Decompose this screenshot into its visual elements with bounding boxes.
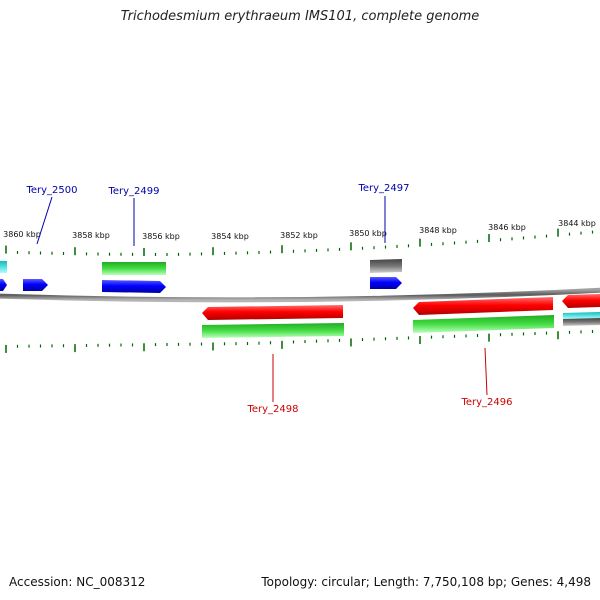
scale-label: 3850 kbp — [349, 229, 387, 238]
accession-text: Accession: NC_008312 — [9, 575, 146, 589]
genome-title: Trichodesmium erythraeum IMS101, complet… — [120, 9, 480, 24]
cds-feature[interactable] — [202, 323, 344, 338]
scale-label: 3848 kbp — [419, 226, 457, 235]
topology-text: Topology: circular; Length: 7,750,108 bp… — [261, 575, 591, 589]
forward-gene-arrow[interactable] — [0, 279, 7, 291]
gene-label-tery-2499[interactable]: Tery_2499 — [107, 186, 159, 197]
forward-gene-arrow[interactable] — [102, 280, 166, 293]
scale-label: 3852 kbp — [280, 231, 318, 240]
gene-label-tery-2498[interactable]: Tery_2498 — [246, 404, 298, 415]
reverse-gene-arrow[interactable] — [562, 294, 600, 308]
gene-label-tery-2497[interactable]: Tery_2497 — [357, 183, 409, 194]
gene-leader-line — [36, 196, 53, 245]
rna-feature[interactable] — [563, 312, 600, 319]
gene-leader-line — [484, 347, 488, 396]
gene-label-tery-2496[interactable]: Tery_2496 — [460, 397, 512, 408]
cds-feature[interactable] — [413, 315, 554, 333]
scale-label: 3844 kbp — [558, 219, 596, 228]
scale-label: 3846 kbp — [488, 223, 526, 232]
forward-gene-arrow[interactable] — [370, 277, 402, 289]
gene-label-tery-2500[interactable]: Tery_2500 — [25, 185, 77, 196]
forward-gene-arrow[interactable] — [23, 279, 48, 291]
scale-label: 3856 kbp — [142, 232, 180, 241]
scale-label: 3860 kbp — [3, 230, 41, 239]
genome-backbone — [0, 287, 600, 303]
scale-label: 3858 kbp — [72, 231, 110, 240]
rna-feature[interactable] — [0, 261, 7, 273]
gene-feature-gray[interactable] — [563, 318, 600, 326]
cds-feature[interactable] — [102, 262, 166, 275]
scale-label: 3854 kbp — [211, 232, 249, 241]
reverse-gene-arrow[interactable] — [413, 297, 553, 315]
upper-tick-ring — [5, 228, 594, 256]
gene-feature-gray[interactable] — [370, 259, 402, 273]
reverse-gene-arrow[interactable] — [202, 305, 343, 320]
lower-tick-ring — [5, 330, 594, 353]
